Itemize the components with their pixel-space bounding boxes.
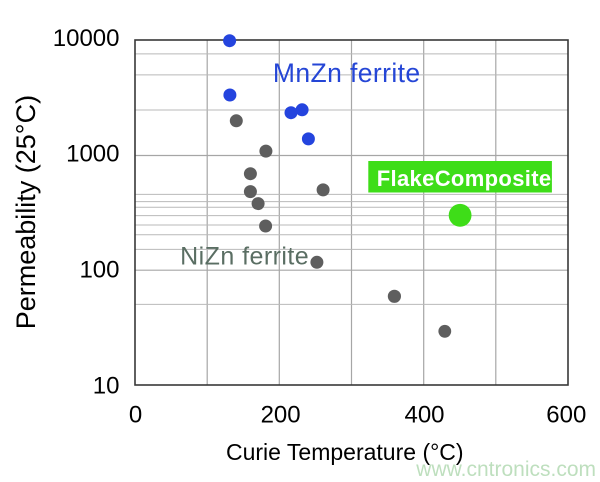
svg-text:NiZn ferrite: NiZn ferrite <box>180 242 309 270</box>
svg-text:400: 400 <box>404 401 444 428</box>
svg-text:Curie Temperature (°C): Curie Temperature (°C) <box>226 439 464 465</box>
svg-text:www.cntronics.com: www.cntronics.com <box>415 458 596 481</box>
svg-text:600: 600 <box>546 401 586 428</box>
svg-text:10: 10 <box>93 373 120 400</box>
svg-text:Permeability (25°C): Permeability (25°C) <box>11 95 41 329</box>
svg-text:MnZn ferrite: MnZn ferrite <box>273 58 421 88</box>
svg-text:10000: 10000 <box>53 25 120 52</box>
svg-text:0: 0 <box>129 401 142 428</box>
svg-text:FlakeComposite: FlakeComposite <box>377 166 552 191</box>
svg-text:200: 200 <box>261 401 301 428</box>
svg-text:100: 100 <box>79 256 119 283</box>
svg-text:1000: 1000 <box>66 141 119 168</box>
